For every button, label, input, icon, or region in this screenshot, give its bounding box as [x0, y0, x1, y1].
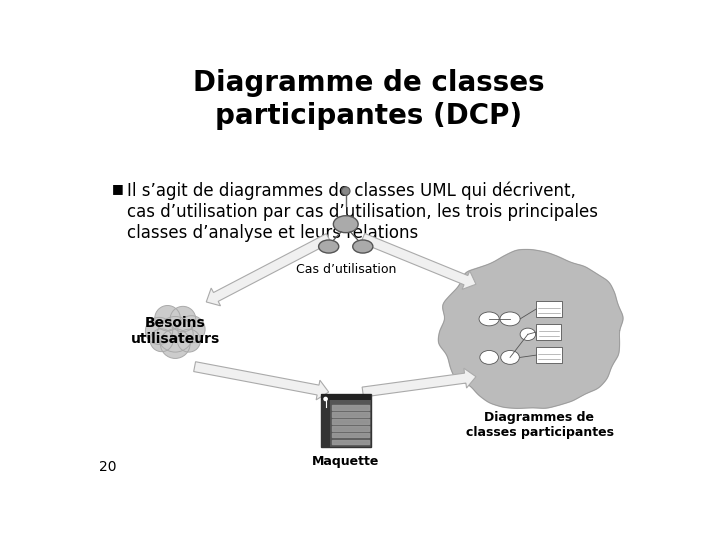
Text: ■: ■	[112, 182, 123, 195]
Polygon shape	[194, 362, 329, 400]
Ellipse shape	[353, 240, 373, 253]
Circle shape	[155, 306, 181, 331]
Ellipse shape	[520, 328, 536, 340]
Circle shape	[341, 187, 350, 195]
Circle shape	[150, 329, 173, 352]
Text: Maquette: Maquette	[312, 455, 379, 468]
Polygon shape	[362, 368, 476, 397]
Circle shape	[177, 329, 200, 352]
Circle shape	[323, 397, 328, 401]
Circle shape	[178, 316, 205, 343]
Text: Diagrammes de
classes participantes: Diagrammes de classes participantes	[466, 411, 613, 440]
Circle shape	[158, 316, 193, 352]
FancyBboxPatch shape	[536, 325, 561, 340]
Polygon shape	[438, 249, 623, 408]
Text: Il s’agit de diagrammes de classes UML qui décrivent,
cas d’utilisation par cas : Il s’agit de diagrammes de classes UML q…	[127, 182, 598, 242]
FancyBboxPatch shape	[321, 394, 330, 448]
Circle shape	[170, 306, 196, 332]
Text: Diagramme de classes
participantes (DCP): Diagramme de classes participantes (DCP)	[193, 69, 545, 130]
FancyBboxPatch shape	[321, 394, 371, 448]
Circle shape	[145, 318, 173, 345]
FancyBboxPatch shape	[321, 394, 371, 400]
Ellipse shape	[500, 350, 519, 365]
Ellipse shape	[319, 240, 339, 253]
FancyBboxPatch shape	[536, 301, 562, 316]
Ellipse shape	[333, 215, 358, 233]
Polygon shape	[206, 234, 331, 306]
Ellipse shape	[480, 350, 498, 365]
Text: Besoins
utilisateurs: Besoins utilisateurs	[130, 316, 220, 346]
Text: Cas d’utilisation: Cas d’utilisation	[296, 262, 396, 276]
Polygon shape	[361, 233, 476, 289]
Ellipse shape	[479, 312, 499, 326]
FancyBboxPatch shape	[536, 347, 562, 363]
Circle shape	[161, 329, 190, 359]
Text: 20: 20	[99, 461, 117, 475]
Ellipse shape	[500, 312, 520, 326]
